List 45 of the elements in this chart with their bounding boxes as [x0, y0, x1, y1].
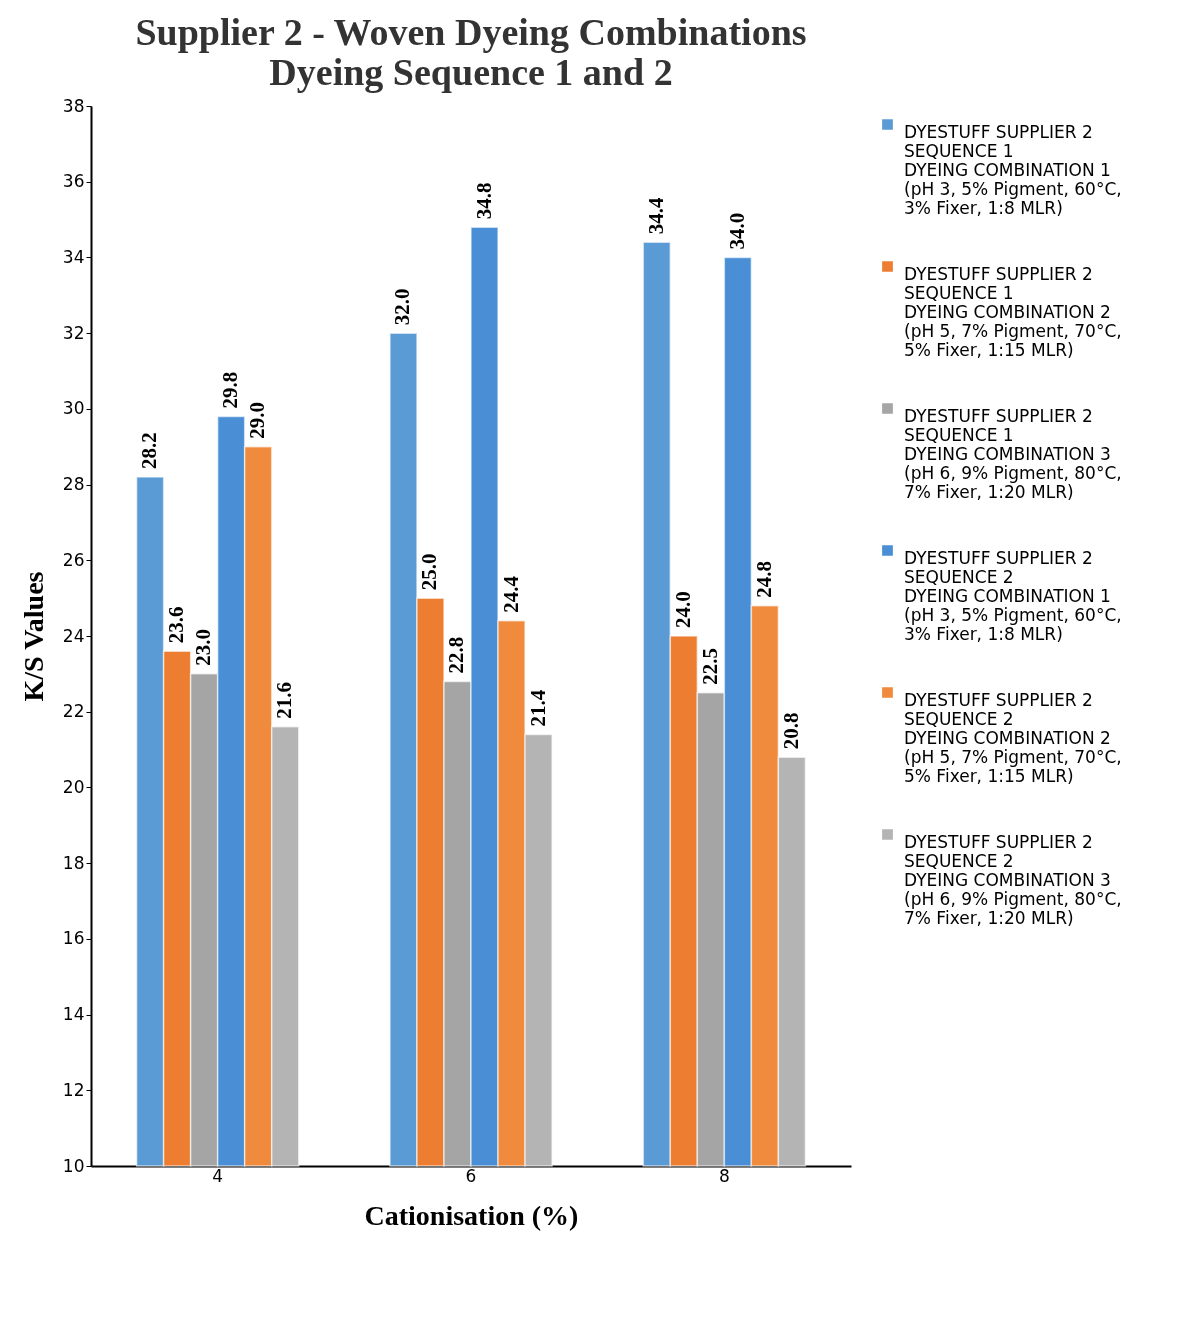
y-tick-label: 18	[62, 852, 85, 873]
legend-label: DYESTUFF SUPPLIER 2 SEQUENCE 1 DYEING COMBINATION 2 (pH 5, 7% Pigment, 70°C, 5% Fixer, 1:15 MLR)	[904, 263, 1122, 360]
x-tick-label: 4	[212, 1165, 224, 1186]
text: 29.8	[218, 371, 243, 409]
y-tick-label: 10	[62, 1155, 85, 1176]
y-tick-label: 26	[62, 549, 85, 570]
text: 22.5	[697, 648, 722, 685]
legend-label: DYESTUFF SUPPLIER 2 SEQUENCE 2 DYEING COMBINATION 2 (pH 5, 7% Pigment, 70°C, 5% Fixer, 1:15 MLR)	[904, 689, 1122, 786]
y-tick-label: 22	[62, 701, 85, 722]
text: 25.0	[417, 553, 442, 591]
y-tick-label: 36	[62, 171, 85, 192]
text: 32.0	[390, 288, 415, 326]
text: 21.6	[272, 682, 297, 719]
legend-label: DYESTUFF SUPPLIER 2 SEQUENCE 1 DYEING COMBINATION 1 (pH 3, 5% Pigment, 60°C, 3% Fixer, 1:8 MLR)	[904, 121, 1122, 218]
y-tick-label: 32	[62, 322, 85, 343]
y-axis-title: K/S Values	[17, 571, 49, 702]
text: 23.6	[164, 606, 189, 644]
text: 34.4	[643, 197, 668, 235]
chart-title: Supplier 2 - Woven Dyeing Combinations Dyeing Sequence 1 and 2	[135, 11, 807, 93]
x-tick-label: 8	[718, 1165, 730, 1186]
y-tick-label: 38	[62, 95, 85, 116]
text: 24.8	[751, 560, 776, 598]
y-tick-label: 16	[62, 928, 85, 949]
y-tick-label: 20	[62, 776, 85, 797]
text: 34.8	[471, 182, 496, 220]
text: 24.0	[670, 591, 695, 628]
x-tick-label: 6	[465, 1165, 477, 1186]
legend-label: DYESTUFF SUPPLIER 2 SEQUENCE 2 DYEING COMBINATION 3 (pH 6, 9% Pigment, 80°C, 7% Fixer, 1:20 MLR)	[904, 831, 1122, 928]
y-tick-label: 14	[62, 1004, 85, 1025]
text: 28.2	[137, 432, 162, 469]
text: 20.8	[778, 712, 803, 750]
legend-label: DYESTUFF SUPPLIER 2 SEQUENCE 2 DYEING COMBINATION 1 (pH 3, 5% Pigment, 60°C, 3% Fixer, 1:8 MLR)	[904, 547, 1122, 644]
text: 24.4	[498, 576, 523, 613]
text: 22.8	[444, 636, 469, 674]
y-tick-label: 30	[62, 398, 85, 419]
y-tick-label: 34	[62, 246, 85, 267]
text: 21.4	[525, 689, 550, 727]
y-tick-label: 24	[62, 625, 85, 646]
text: 23.0	[191, 629, 216, 666]
y-tick-label: 12	[62, 1079, 85, 1100]
x-axis-title: Cationisation (%)	[364, 1199, 579, 1231]
text: 34.0	[724, 212, 749, 250]
text: 29.0	[245, 401, 270, 439]
legend-label: DYESTUFF SUPPLIER 2 SEQUENCE 1 DYEING COMBINATION 3 (pH 6, 9% Pigment, 80°C, 7% Fixer, 1:20 MLR)	[904, 405, 1122, 502]
y-tick-label: 28	[62, 474, 85, 495]
